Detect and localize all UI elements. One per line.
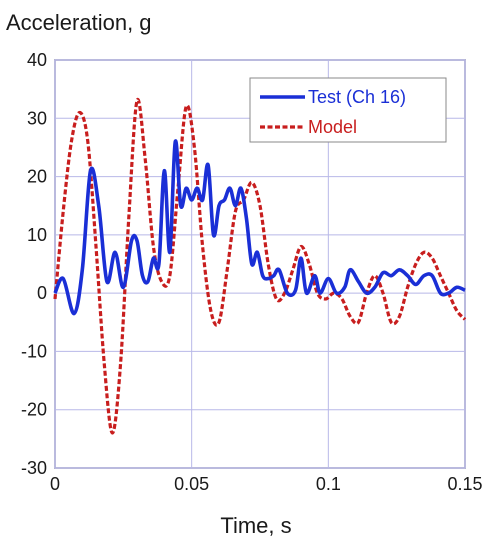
y-tick-label: 10 [27, 225, 47, 245]
x-tick-label: 0.1 [316, 474, 341, 494]
series-line-model [53, 97, 467, 435]
legend-label-test-ch-16: Test (Ch 16) [308, 87, 406, 107]
series-line-test-ch-16 [53, 139, 466, 316]
y-tick-labels: -30 -20 -10 0 10 20 30 40 [21, 50, 47, 478]
legend: Test (Ch 16) Model [249, 77, 447, 143]
x-tick-label: 0 [50, 474, 60, 494]
x-tick-labels: 0 0.05 0.1 0.15 [50, 474, 483, 494]
y-tick-label: 20 [27, 167, 47, 187]
x-axis-title: Time, s [220, 513, 291, 538]
x-tick-label: 0.05 [174, 474, 209, 494]
y-tick-label: 0 [37, 283, 47, 303]
legend-label-model: Model [308, 117, 357, 137]
x-tick-label: 0.15 [447, 474, 482, 494]
legend-box [249, 77, 447, 143]
y-axis-title: Acceleration, g [6, 10, 152, 35]
y-tick-label: 40 [27, 50, 47, 70]
y-tick-label: 30 [27, 108, 47, 128]
y-tick-label: -30 [21, 458, 47, 478]
series-layer [53, 97, 467, 435]
y-tick-label: -10 [21, 341, 47, 361]
y-tick-label: -20 [21, 400, 47, 420]
